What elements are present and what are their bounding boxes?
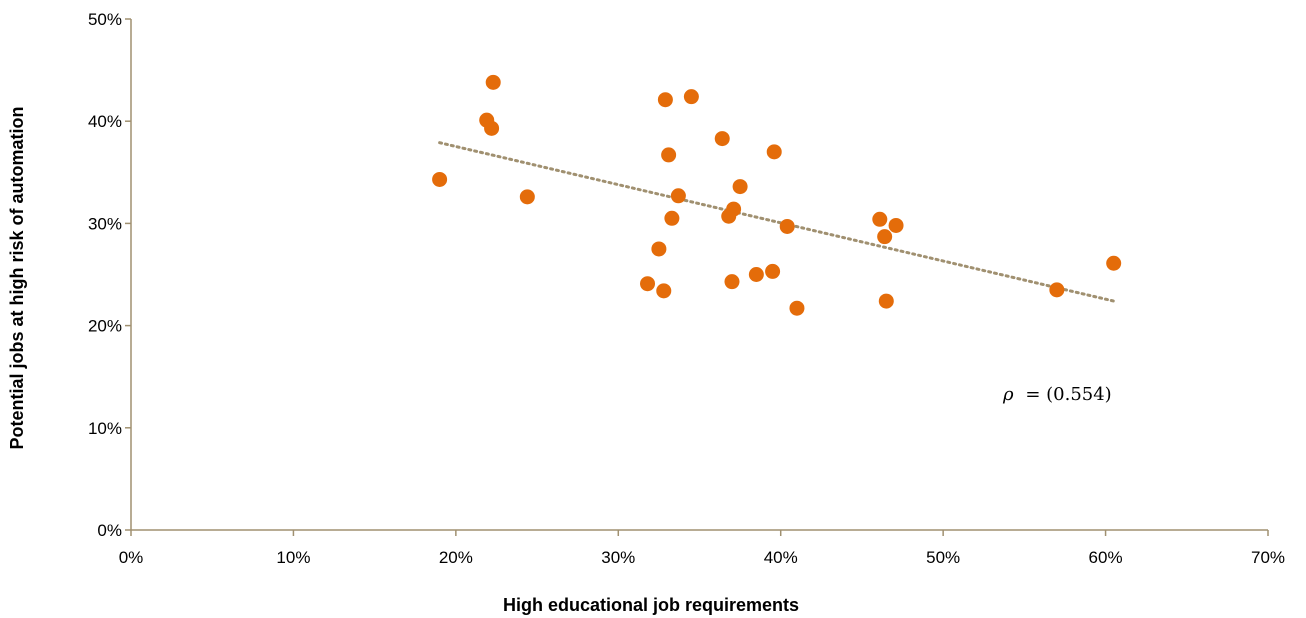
trendline	[438, 141, 1116, 303]
data-point	[651, 241, 667, 257]
data-point	[640, 276, 656, 292]
y-tick-label: 50%	[88, 10, 122, 29]
x-tick-label: 20%	[439, 548, 473, 567]
data-point	[765, 263, 781, 279]
data-point	[878, 293, 894, 309]
data-point	[656, 283, 672, 299]
y-axis-title: Potential jobs at high risk of automatio…	[7, 106, 27, 449]
x-tick-label: 60%	[1089, 548, 1123, 567]
data-point	[519, 189, 535, 205]
data-point	[661, 147, 677, 163]
data-point	[726, 201, 742, 217]
data-point	[888, 217, 904, 233]
rho-symbol: ρ	[1002, 384, 1014, 405]
data-point	[485, 74, 501, 90]
x-tick-label: 40%	[764, 548, 798, 567]
x-tick-label: 50%	[926, 548, 960, 567]
y-tick-label: 20%	[88, 317, 122, 336]
data-point	[714, 131, 730, 147]
x-tick-label: 0%	[119, 548, 144, 567]
data-point	[748, 267, 764, 282]
trendline-group	[438, 141, 1116, 303]
data-point	[724, 274, 740, 290]
y-tick-label: 40%	[88, 112, 122, 131]
data-point	[664, 210, 680, 226]
x-tick-label: 30%	[601, 548, 635, 567]
data-point	[657, 92, 673, 108]
y-axis: 0% 10% 20% 30% 40% 50%	[88, 10, 132, 540]
data-point	[683, 89, 699, 105]
data-point	[670, 188, 686, 204]
data-point	[872, 211, 888, 227]
correlation-annotation: ρ = (0.554)	[1002, 384, 1112, 405]
y-tick-label: 10%	[88, 419, 122, 438]
y-tick-label: 0%	[97, 521, 122, 540]
data-point	[732, 179, 748, 195]
data-point	[877, 229, 893, 245]
correlation-value: = (0.554)	[1025, 384, 1111, 405]
data-point	[766, 144, 782, 160]
data-point	[779, 218, 795, 234]
data-point	[1049, 282, 1065, 298]
data-point	[432, 171, 448, 187]
data-point	[1106, 255, 1122, 271]
x-axis: 0% 10% 20% 30% 40% 50% 60% 70%	[119, 529, 1285, 567]
x-axis-title: High educational job requirements	[503, 595, 799, 615]
x-tick-label: 70%	[1251, 548, 1285, 567]
data-point	[789, 300, 805, 316]
x-tick-label: 10%	[276, 548, 310, 567]
y-tick-label: 30%	[88, 214, 122, 233]
data-points	[432, 74, 1122, 316]
data-point	[484, 120, 500, 136]
